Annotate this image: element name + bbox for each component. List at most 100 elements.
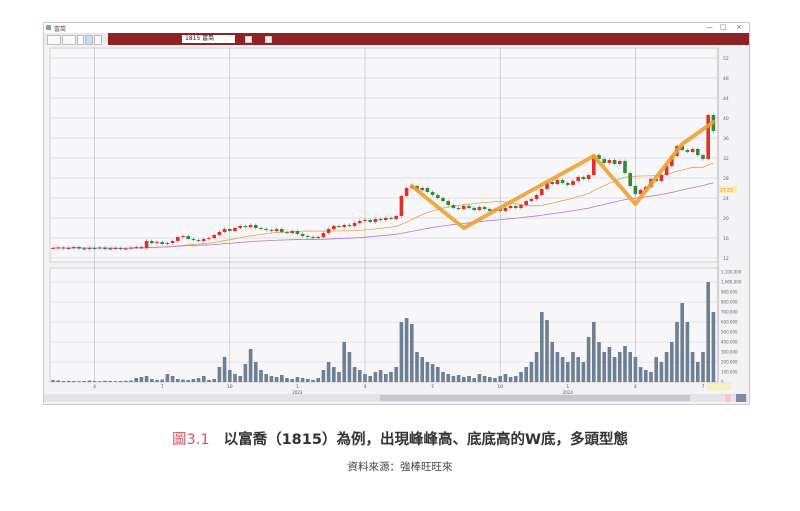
- candle: [61, 247, 66, 249]
- volume-bar: [519, 372, 523, 382]
- candle: [581, 177, 586, 179]
- volume-bar: [300, 378, 305, 382]
- toolbar-button-3[interactable]: [77, 35, 84, 45]
- volume-bar: [207, 380, 211, 382]
- candle: [118, 248, 123, 249]
- volume-bar: [618, 352, 622, 382]
- chevron-down-icon[interactable]: ▾: [228, 34, 232, 41]
- year-label: 2024: [563, 390, 574, 395]
- volume-bar: [358, 370, 362, 382]
- toolbar-button-4[interactable]: [85, 35, 93, 45]
- volume-bar: [238, 376, 242, 382]
- volume-bar: [659, 362, 664, 382]
- volume-bar: [675, 322, 679, 382]
- candle: [602, 159, 606, 163]
- minimize-button[interactable]: —: [706, 23, 713, 31]
- time-tick-label: 7: [161, 384, 164, 390]
- candle: [592, 155, 596, 175]
- candle: [243, 226, 248, 227]
- time-tick-label: 1: [566, 384, 569, 390]
- volume-bar: [529, 362, 534, 382]
- price-tick-label: 12: [723, 256, 729, 262]
- candle: [124, 248, 128, 250]
- candle: [300, 234, 305, 236]
- volume-tick-label: 300,000: [721, 350, 738, 355]
- volume-bar: [378, 370, 383, 382]
- volume-bar: [233, 374, 237, 382]
- volume-bar: [389, 372, 393, 382]
- volume-bar: [680, 303, 684, 382]
- close-button[interactable]: ×: [736, 23, 742, 31]
- scrollbar-thumb[interactable]: [380, 395, 690, 401]
- volume-bar: [649, 372, 653, 382]
- volume-bar: [607, 347, 612, 382]
- candle: [503, 208, 508, 211]
- volume-bar: [280, 375, 284, 382]
- price-tag: [719, 186, 737, 193]
- candle: [607, 160, 612, 163]
- volume-bar: [321, 370, 326, 382]
- volume-bar: [66, 380, 71, 382]
- price-tag-label: 27.23: [720, 188, 733, 194]
- candle: [529, 199, 534, 201]
- date-tag: [707, 382, 731, 390]
- candle: [98, 247, 102, 249]
- zoom-button[interactable]: [725, 394, 731, 402]
- candle: [72, 247, 76, 248]
- candle: [170, 241, 175, 243]
- moving-average-line-60: [52, 182, 714, 249]
- volume-bar: [118, 381, 123, 382]
- volume-bar: [550, 342, 554, 382]
- candle: [524, 201, 528, 205]
- toolbar-button-1[interactable]: [47, 35, 61, 45]
- candle: [202, 239, 206, 241]
- candle: [222, 229, 227, 232]
- checkbox-2[interactable]: [265, 36, 272, 43]
- volume-bar: [326, 362, 331, 382]
- candle: [425, 188, 430, 192]
- volume-bar: [514, 376, 518, 382]
- volume-bar: [488, 377, 492, 382]
- candle: [430, 192, 435, 195]
- toolbar-button-2[interactable]: [62, 35, 76, 45]
- candle: [451, 205, 456, 208]
- volume-bar: [259, 370, 263, 382]
- candle: [680, 146, 684, 150]
- volume-bar: [295, 377, 300, 382]
- volume-bar: [690, 352, 695, 382]
- volume-bar: [264, 374, 268, 382]
- time-tick-label: 10: [497, 384, 503, 390]
- candle: [217, 232, 222, 235]
- candle: [399, 196, 404, 216]
- candle: [150, 241, 154, 243]
- volume-bar: [129, 380, 133, 382]
- time-tick-label: 4: [634, 384, 637, 390]
- volume-bar: [592, 322, 596, 382]
- candle: [82, 248, 86, 250]
- toolbar-button-5[interactable]: [94, 35, 102, 45]
- settings-button[interactable]: [736, 394, 746, 402]
- volume-bar: [165, 374, 170, 382]
- candle: [566, 183, 570, 185]
- candle: [358, 221, 362, 223]
- volume-bar: [342, 342, 346, 382]
- volume-tick-label: 1,100,000: [721, 270, 742, 275]
- year-label: 2023: [292, 390, 303, 395]
- volume-bar: [612, 357, 617, 382]
- volume-bar: [498, 376, 502, 382]
- volume-bar: [482, 376, 487, 382]
- volume-bar: [243, 364, 248, 382]
- maximize-button[interactable]: □: [720, 23, 727, 31]
- candle: [191, 239, 196, 240]
- candle: [155, 242, 159, 243]
- candle: [269, 230, 274, 231]
- candle: [233, 228, 237, 231]
- volume-bar: [196, 378, 201, 382]
- checkbox-1[interactable]: [245, 36, 252, 43]
- symbol-dropdown[interactable]: 1815 富喬: [182, 34, 235, 43]
- volume-bar: [436, 367, 440, 382]
- price-tick-label: 44: [723, 96, 729, 102]
- volume-bar: [503, 374, 508, 382]
- candle: [290, 231, 294, 233]
- candle: [321, 233, 326, 237]
